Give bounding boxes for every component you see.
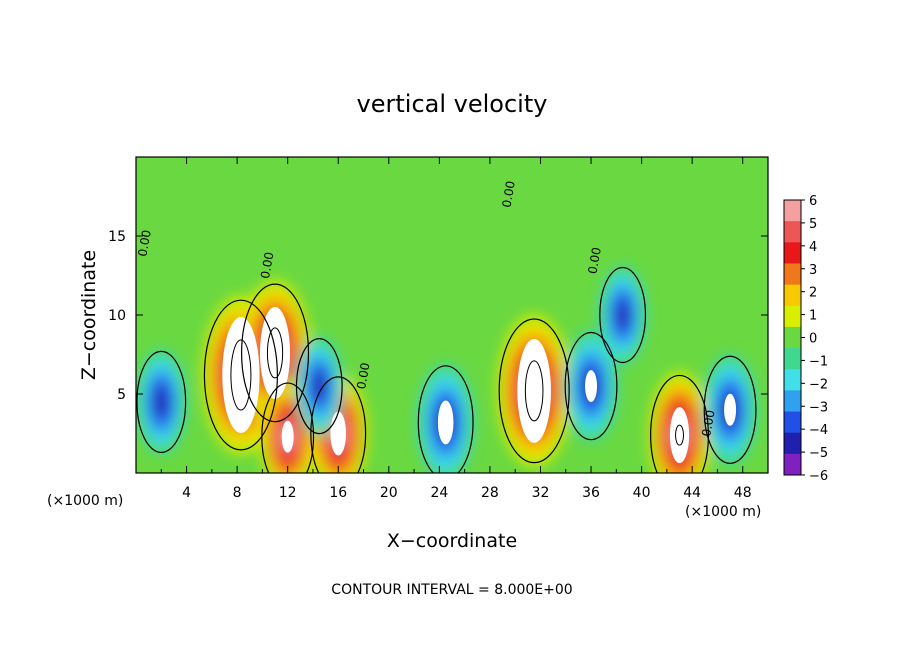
colorbar-swatch-10 (784, 411, 801, 434)
contour-label-3: 0.00 (500, 180, 518, 209)
core-contour-4 (675, 424, 685, 446)
zero-contour-6 (417, 365, 474, 473)
x-tick-label-24: 24 (430, 485, 448, 501)
y-tick-label-15: 15 (108, 229, 126, 245)
y-tick-label-5: 5 (117, 387, 126, 403)
zero-contour-8 (599, 266, 647, 364)
zero-contour-2 (498, 318, 570, 464)
colorbar-swatch-8 (784, 369, 801, 391)
colorbar-label-5: 1 (809, 309, 817, 324)
x-tick-label-8: 8 (233, 485, 242, 501)
field-blob-11-4 (312, 372, 326, 400)
colorbar-label-3: 3 (809, 263, 817, 278)
x-tick-label-12: 12 (279, 485, 297, 501)
x-tick-label-32: 32 (532, 485, 550, 501)
contour-label-1: 0.00 (258, 251, 276, 280)
zero-contour-7 (703, 355, 757, 464)
x-unit-left: (×1000 m) (47, 493, 123, 509)
x-axis-label: X−coordinate (387, 530, 517, 552)
colorbar-swatch-2 (784, 242, 801, 264)
core-contour-2 (524, 360, 544, 422)
colorbar: 6 5 4 3 2 1 0 −1 −2 −3 −4 −5 −6 (783, 194, 828, 484)
contour-label-4: 0.00 (585, 246, 603, 275)
x-tick-label-4: 4 (182, 485, 191, 501)
x-tick-label-20: 20 (380, 485, 398, 501)
velocity-cores (222, 306, 737, 464)
colorbar-label-8: −2 (809, 377, 828, 392)
colorbar-swatch-11 (784, 432, 801, 455)
colorbar-label-0: 6 (809, 194, 817, 209)
field-blob-8-4 (616, 301, 630, 329)
colorbar-swatch-5 (784, 305, 801, 328)
core-6 (437, 400, 454, 445)
colorbar-label-12: −6 (809, 469, 828, 484)
core-contour-0 (230, 339, 252, 411)
x-unit-right: (×1000 m) (685, 504, 761, 520)
core-2 (517, 338, 551, 443)
colorbar-label-4: 2 (809, 286, 817, 301)
x-tick-label-48: 48 (734, 485, 752, 501)
zero-contour-11 (295, 338, 343, 435)
contour-label-2: 0.00 (354, 362, 372, 391)
x-tick-label-16: 16 (329, 485, 347, 501)
colorbar-label-6: 0 (809, 332, 817, 347)
zero-contour-9 (136, 350, 187, 454)
colorbar-label-9: −3 (809, 400, 828, 415)
colorbar-swatch-4 (784, 284, 801, 307)
colorbar-swatch-9 (784, 390, 801, 413)
field-blob-9-4 (154, 387, 169, 417)
zero-contour-5 (261, 382, 315, 473)
core-contour-1 (266, 327, 284, 379)
x-tick-label-36: 36 (582, 485, 600, 501)
colorbar-label-11: −5 (809, 446, 828, 461)
zero-contour-1 (241, 283, 310, 423)
x-axis-ticks: 4 8 12 16 20 24 28 32 36 40 44 48 (160, 157, 752, 501)
colorbar-swatch-12 (784, 453, 801, 476)
core-7 (724, 393, 737, 426)
core-3 (330, 411, 347, 456)
colorbar-swatch-1 (784, 221, 801, 243)
contour-interval-text: CONTOUR INTERVAL = 8.000E+00 (331, 582, 572, 598)
core-5 (281, 420, 294, 453)
y-axis-label: Z−coordinate (78, 250, 100, 380)
core-1 (260, 306, 291, 399)
x-tick-label-28: 28 (481, 485, 499, 501)
colorbar-swatch-6 (784, 326, 801, 349)
y-tick-label-10: 10 (108, 308, 126, 324)
colorbar-label-2: 4 (809, 240, 817, 255)
core-4 (669, 407, 690, 464)
core-10 (585, 370, 598, 403)
colorbar-swatch-3 (784, 263, 801, 286)
x-tick-label-44: 44 (683, 485, 701, 501)
colorbar-swatch-7 (784, 348, 801, 370)
contour-label-5: 0.00 (699, 409, 717, 438)
colorbar-label-7: −1 (809, 354, 828, 369)
chart-title: vertical velocity (357, 90, 548, 118)
plot-area: 0.000.000.000.000.000.00 (136, 157, 768, 473)
colorbar-label-1: 5 (809, 217, 817, 232)
zero-contour-10 (564, 331, 618, 441)
zero-contour-0 (203, 299, 278, 451)
zero-contour-4 (650, 374, 709, 473)
colorbar-swatch-0 (784, 200, 801, 222)
zero-contour-3 (310, 376, 367, 473)
x-tick-label-40: 40 (633, 485, 651, 501)
colorbar-label-10: −4 (809, 423, 828, 438)
core-0 (222, 317, 260, 434)
y-axis-ticks: 5 10 15 (108, 229, 768, 403)
